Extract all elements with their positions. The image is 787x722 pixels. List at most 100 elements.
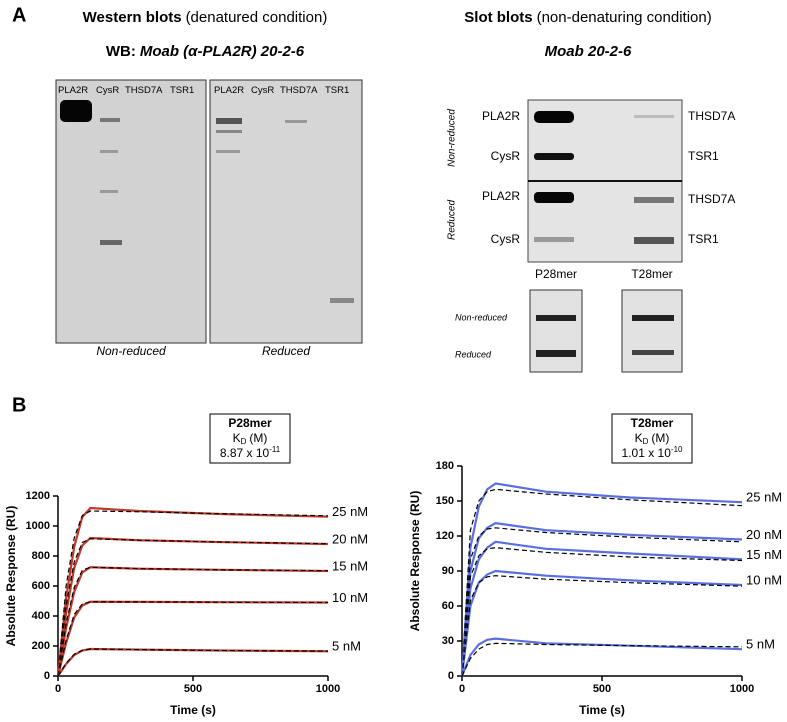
fit-curve bbox=[461, 547, 743, 677]
fit-curve bbox=[461, 575, 743, 677]
series-label: 5 nM bbox=[746, 637, 775, 652]
lane: THSD7A bbox=[280, 85, 318, 96]
slot bbox=[534, 192, 574, 203]
row-label: PLA2R bbox=[482, 109, 520, 123]
slot-title: Slot blots (non-denaturing condition) bbox=[464, 9, 711, 26]
kd-label: KD (M) bbox=[635, 431, 670, 446]
slot bbox=[634, 237, 674, 244]
kd-value: 8.87 x 10-11 bbox=[220, 445, 281, 460]
peptide-row: Non-reduced bbox=[455, 312, 508, 322]
response-curve bbox=[460, 569, 743, 677]
response-curve bbox=[56, 566, 329, 677]
band bbox=[330, 298, 354, 303]
series-label: 25 nM bbox=[332, 504, 368, 519]
slot bbox=[536, 315, 576, 321]
kd-mant: 8.87 x 10 bbox=[220, 446, 270, 460]
y-axis-label: Absolute Response (RU) bbox=[4, 506, 18, 647]
series-label: 20 nM bbox=[332, 531, 368, 546]
kd-label: KD (M) bbox=[233, 431, 268, 446]
fit-curve bbox=[461, 527, 743, 677]
band bbox=[216, 130, 242, 133]
fit-curve bbox=[57, 648, 329, 677]
lane: THSD7A bbox=[125, 85, 163, 96]
kd-box bbox=[611, 413, 693, 464]
response-curve bbox=[460, 522, 743, 677]
band bbox=[216, 150, 240, 153]
kd-title: T28mer bbox=[631, 416, 674, 430]
x-tick-label: 0 bbox=[55, 683, 61, 695]
antibody: Moab (α-PLA2R) 20-2-6 bbox=[140, 43, 305, 60]
fit-curve bbox=[57, 566, 329, 677]
kd-unit: (M) bbox=[249, 431, 267, 445]
slot-antibody: Moab 20-2-6 bbox=[545, 43, 632, 60]
lane: TSR1 bbox=[170, 85, 194, 96]
title-bold: Western blots bbox=[83, 9, 182, 26]
row-label: THSD7A bbox=[688, 192, 735, 206]
fit-curve bbox=[57, 510, 329, 677]
response-curve bbox=[460, 637, 743, 677]
y-tick-label: 1200 bbox=[26, 490, 50, 502]
series-label: 5 nM bbox=[332, 639, 361, 654]
kd-exp: -10 bbox=[671, 445, 683, 454]
y-tick-label: 30 bbox=[442, 635, 454, 647]
y-tick-label: 600 bbox=[32, 580, 50, 592]
blot-caption: Reduced bbox=[262, 344, 310, 358]
western-antibody: WB: Moab (α-PLA2R) 20-2-6 bbox=[106, 43, 305, 60]
lane: CysR bbox=[96, 85, 119, 96]
band bbox=[216, 118, 242, 124]
fit-curve bbox=[461, 488, 743, 677]
kd-k: K bbox=[635, 431, 643, 445]
peptide-row: Reduced bbox=[455, 349, 492, 359]
slot bbox=[634, 115, 674, 118]
series-label: 10 nM bbox=[332, 590, 368, 605]
band bbox=[100, 240, 122, 245]
fit-curve bbox=[57, 538, 329, 677]
slot bbox=[536, 350, 576, 357]
x-tick-label: 1000 bbox=[316, 683, 340, 695]
y-tick-label: 1000 bbox=[26, 520, 50, 532]
y-axis-label: Absolute Response (RU) bbox=[408, 491, 422, 632]
peptide-label: T28mer bbox=[631, 267, 672, 281]
slot-blot bbox=[621, 289, 683, 373]
lane: PLA2R bbox=[58, 85, 88, 96]
band bbox=[100, 190, 118, 193]
series-label: 20 nM bbox=[746, 527, 782, 542]
slot bbox=[534, 111, 574, 123]
lane-labels: PLA2R CysR THSD7A TSR1 bbox=[58, 85, 194, 96]
row-label: TSR1 bbox=[688, 149, 719, 163]
series-label: 15 nM bbox=[746, 547, 782, 562]
western-title: Western blots (denatured condition) bbox=[83, 9, 328, 26]
y-tick-label: 0 bbox=[44, 670, 50, 682]
peptide-label: P28mer bbox=[535, 267, 577, 281]
wb-prefix: WB: bbox=[106, 43, 136, 60]
slot-blot bbox=[529, 289, 583, 373]
kd-value: 1.01 x 10-10 bbox=[622, 445, 683, 460]
fit-curve bbox=[57, 601, 329, 677]
x-axis-label: Time (s) bbox=[579, 703, 625, 717]
kd-exp: -11 bbox=[269, 445, 281, 454]
y-tick-label: 150 bbox=[436, 495, 454, 507]
response-curve bbox=[57, 647, 329, 677]
kd-k: K bbox=[233, 431, 241, 445]
kd-sub: D bbox=[241, 437, 247, 446]
slot bbox=[534, 153, 574, 160]
title-rest: (denatured condition) bbox=[186, 9, 328, 26]
lane: TSR1 bbox=[325, 85, 349, 96]
blot-caption: Non-reduced bbox=[96, 344, 166, 358]
x-tick-label: 500 bbox=[593, 683, 611, 695]
y-tick-label: 120 bbox=[436, 530, 454, 542]
row-label: CysR bbox=[491, 232, 521, 246]
series-label: 10 nM bbox=[746, 572, 782, 587]
side-label: Non-reduced bbox=[447, 109, 458, 167]
lane: CysR bbox=[251, 85, 274, 96]
row-label: TSR1 bbox=[688, 232, 719, 246]
y-tick-label: 800 bbox=[32, 550, 50, 562]
blot bbox=[55, 79, 207, 344]
kd-unit: (M) bbox=[651, 431, 669, 445]
y-tick-label: 60 bbox=[442, 600, 454, 612]
slot bbox=[632, 315, 674, 321]
kd-sub: D bbox=[643, 437, 649, 446]
row-label: PLA2R bbox=[482, 189, 520, 203]
kd-box bbox=[209, 413, 291, 464]
